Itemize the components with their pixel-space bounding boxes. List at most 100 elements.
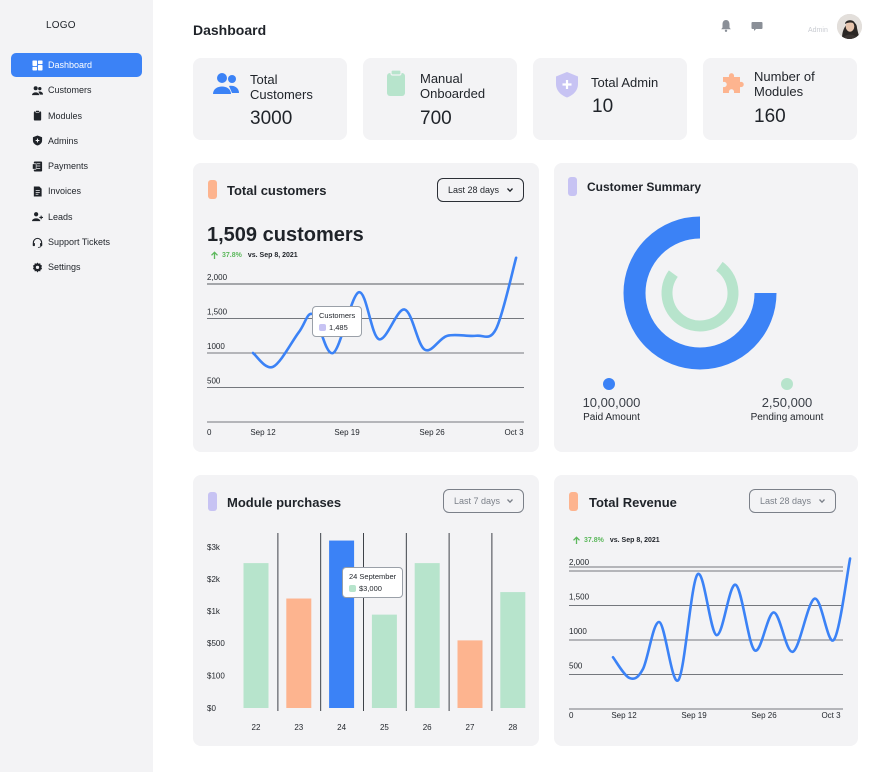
sidebar-item-label: Invoices bbox=[48, 186, 82, 197]
stat-value: 3000 bbox=[250, 108, 293, 129]
sidebar-item-label: Modules bbox=[48, 110, 83, 121]
paid-legend-dot bbox=[603, 378, 615, 390]
x-tick-label: Sep 26 bbox=[751, 711, 777, 720]
chevron-down-icon bbox=[507, 499, 513, 504]
chart-tooltip: Customers 1,485 bbox=[312, 306, 363, 337]
x-tick-label: 25 bbox=[380, 723, 389, 732]
stat-label: Number of Modules bbox=[754, 69, 815, 99]
sidebar-item-support-tickets[interactable]: Support Tickets bbox=[11, 230, 142, 254]
y-tick-label: $3k bbox=[207, 543, 221, 552]
main-content: Dashboard Admin Total Customers 3000 Man… bbox=[153, 0, 888, 772]
stat-label: Manual Onboarded bbox=[420, 71, 486, 101]
x-tick-label: Sep 26 bbox=[419, 428, 445, 437]
message-icon[interactable] bbox=[751, 19, 763, 33]
stat-value: 10 bbox=[592, 96, 614, 117]
pending-amount-label: Pending amount bbox=[750, 412, 824, 423]
stat-card-total-customers: Total Customers 3000 bbox=[193, 58, 347, 140]
chart-tooltip: 24 September $3,000 bbox=[342, 567, 404, 598]
trend-compare: vs. Sep 8, 2021 bbox=[609, 537, 660, 544]
sidebar-item-leads[interactable]: Leads bbox=[11, 205, 142, 229]
y-tick-label: 2,000 bbox=[207, 273, 228, 282]
shield-plus-icon bbox=[32, 135, 43, 146]
module-purchases-bar-chart: $0 $100 $500 $1k $2k $3k 22 23 24 25 26 27 28 bbox=[207, 533, 526, 732]
date-range-dropdown[interactable]: Last 28 days bbox=[437, 178, 524, 202]
dropdown-value: Last 28 days bbox=[760, 496, 812, 506]
admin-label: Admin bbox=[808, 27, 828, 34]
pending-amount-ring bbox=[661, 261, 739, 332]
payment-icon bbox=[32, 161, 43, 172]
date-range-dropdown[interactable]: Last 7 days bbox=[443, 489, 524, 513]
users-icon bbox=[213, 73, 239, 94]
y-tick-label: 2,000 bbox=[569, 558, 590, 567]
stat-value: 160 bbox=[754, 106, 786, 127]
customer-summary-panel: Customer Summary 10,00,000 Paid Amount 2… bbox=[554, 163, 858, 452]
tooltip-swatch bbox=[319, 324, 326, 331]
sidebar-item-payments[interactable]: Payments bbox=[11, 154, 142, 178]
paid-amount-value: 10,00,000 bbox=[582, 395, 641, 410]
sidebar-item-invoices[interactable]: Invoices bbox=[11, 179, 142, 203]
dropdown-value: Last 28 days bbox=[448, 185, 500, 195]
sidebar-item-modules[interactable]: Modules bbox=[11, 104, 142, 128]
bar bbox=[329, 540, 355, 708]
clipboard-icon bbox=[387, 69, 405, 96]
sidebar-item-label: Dashboard bbox=[48, 60, 93, 70]
y-tick-label: 500 bbox=[207, 377, 221, 386]
x-tick-label: 23 bbox=[294, 723, 303, 732]
total-customers-panel: Total customers Last 28 days 1,509 custo… bbox=[193, 163, 539, 452]
headset-icon bbox=[32, 237, 43, 248]
x-tick-label: Sep 19 bbox=[334, 428, 360, 437]
grid-icon bbox=[32, 59, 43, 71]
paid-amount-label: Paid Amount bbox=[583, 412, 640, 423]
sidebar-nav: Dashboard Customers Modules Admins Payme… bbox=[11, 53, 142, 281]
trend-indicator: 37.8% vs. Sep 8, 2021 bbox=[572, 536, 660, 545]
avatar[interactable] bbox=[837, 14, 862, 39]
y-tick-label: 0 bbox=[207, 428, 212, 437]
x-tick-label: Oct 3 bbox=[821, 711, 841, 720]
x-tick-label: 27 bbox=[466, 723, 475, 732]
invoice-icon bbox=[32, 186, 43, 197]
sidebar-item-dashboard[interactable]: Dashboard bbox=[11, 53, 142, 77]
sidebar-item-customers[interactable]: Customers bbox=[11, 78, 142, 102]
sidebar-item-settings[interactable]: Settings bbox=[11, 255, 142, 279]
y-tick-label: 500 bbox=[569, 662, 583, 671]
sidebar-item-label: Customers bbox=[48, 85, 92, 96]
y-tick-label: 1,500 bbox=[569, 593, 590, 602]
dropdown-value: Last 7 days bbox=[454, 496, 501, 506]
tooltip-swatch bbox=[349, 585, 356, 592]
panel-title: Module purchases bbox=[227, 495, 342, 510]
panel-accent bbox=[208, 180, 217, 199]
sidebar-item-label: Admins bbox=[48, 135, 79, 146]
trend-indicator: 37.8% vs. Sep 8, 2021 bbox=[210, 251, 298, 260]
module-purchases-panel: Module purchases Last 7 days $0 $100 $500 $… bbox=[193, 475, 539, 746]
y-tick-label: $100 bbox=[207, 672, 225, 681]
panel-title: Total Revenue bbox=[589, 495, 677, 510]
bar bbox=[243, 563, 269, 708]
x-tick-label: 28 bbox=[508, 723, 517, 732]
stat-label: Total Admin bbox=[591, 75, 659, 90]
sidebar-item-admins[interactable]: Admins bbox=[11, 129, 142, 153]
trend-compare: vs. Sep 8, 2021 bbox=[247, 252, 298, 259]
users-icon bbox=[32, 85, 43, 96]
shield-plus-icon bbox=[556, 72, 578, 98]
bell-icon[interactable] bbox=[720, 19, 732, 33]
arrow-up-icon bbox=[573, 536, 580, 544]
pending-legend-dot bbox=[781, 378, 793, 390]
arrow-up-icon bbox=[211, 251, 218, 259]
stat-card-manual-onboarded: Manual Onboarded 700 bbox=[363, 58, 517, 140]
chevron-down-icon bbox=[819, 499, 825, 504]
paid-amount-ring bbox=[623, 216, 777, 370]
panel-accent bbox=[208, 492, 217, 511]
date-range-dropdown[interactable]: Last 28 days bbox=[749, 489, 836, 513]
y-tick-label: 1,500 bbox=[207, 308, 228, 317]
panel-title: Total customers bbox=[227, 183, 327, 198]
panel-accent bbox=[569, 492, 578, 511]
total-revenue-line-chart: 0 500 1000 1,500 2,000 Sep 12 Sep 19 Sep 26 Oct … bbox=[569, 557, 852, 720]
bar bbox=[500, 592, 526, 708]
stat-card-number-of-modules: Number of Modules 160 bbox=[703, 58, 857, 140]
stat-label: Total Customers bbox=[250, 72, 313, 102]
trend-percent: 37.8% bbox=[584, 537, 604, 544]
customer-summary-donut bbox=[623, 216, 777, 370]
panel-accent bbox=[568, 177, 577, 196]
stat-value: 700 bbox=[420, 108, 452, 129]
bar bbox=[457, 640, 483, 708]
